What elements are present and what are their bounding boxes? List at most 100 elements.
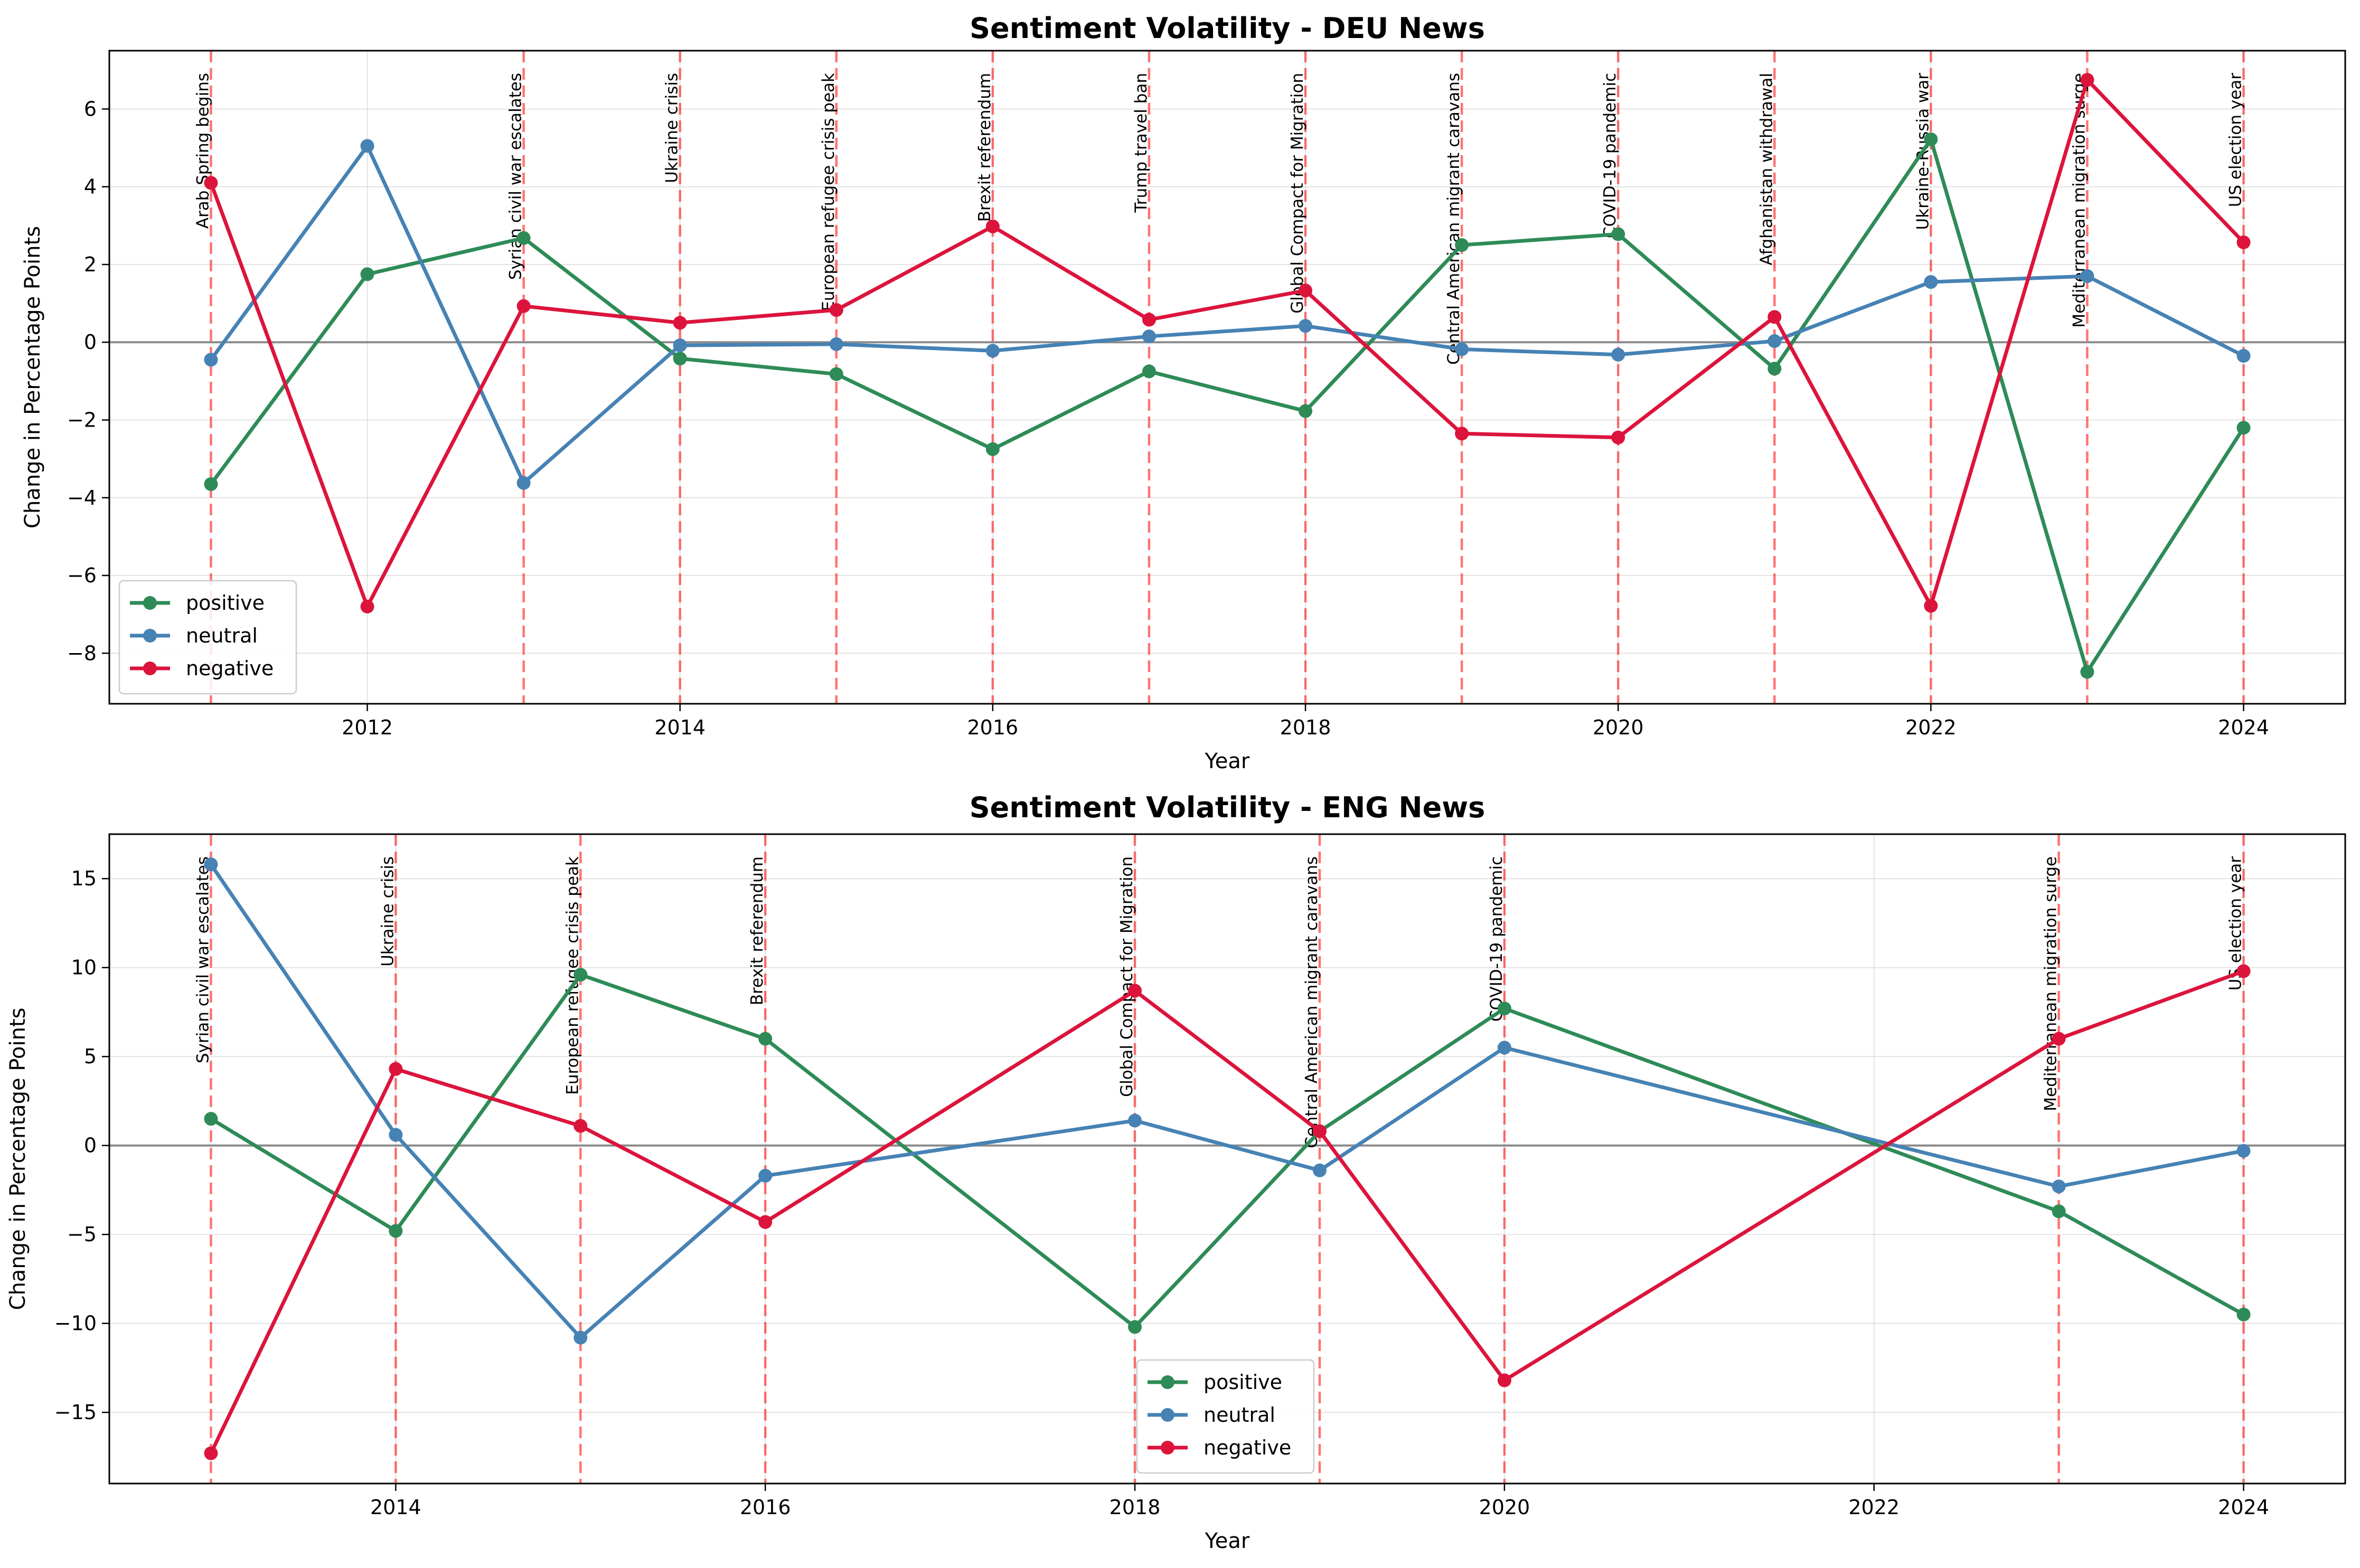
legend-label-negative: negative <box>1203 1436 1291 1459</box>
series-line-neutral <box>209 863 2244 1340</box>
legend-label-positive: positive <box>186 591 265 615</box>
data-point-neutral <box>516 476 531 490</box>
data-point-negative <box>1142 313 1156 327</box>
event-label: COVID-19 pandemic <box>1487 856 1506 1022</box>
data-point-neutral <box>389 1128 403 1142</box>
event-label: Syrian civil war escalates <box>193 856 212 1063</box>
data-point-negative <box>204 176 218 190</box>
x-tick-label: 2014 <box>370 1496 421 1519</box>
data-point-neutral <box>1497 1041 1511 1055</box>
y-tick-label: −2 <box>67 408 97 431</box>
event-label: Global Compact for Migration <box>1117 856 1136 1097</box>
data-point-neutral <box>1299 319 1313 333</box>
data-point-negative <box>573 1119 588 1133</box>
data-point-positive <box>2236 1307 2251 1321</box>
data-point-negative <box>758 1215 773 1229</box>
y-tick-label: 6 <box>84 97 97 120</box>
data-point-positive <box>1611 227 1625 241</box>
data-point-negative <box>673 316 687 330</box>
data-point-neutral <box>1455 342 1469 356</box>
event-label: US election year <box>2226 73 2245 207</box>
series-line-negative <box>209 78 2245 609</box>
data-point-negative <box>985 219 1000 233</box>
data-point-negative <box>1299 284 1313 298</box>
data-point-positive <box>1128 1320 1142 1334</box>
x-tick-label: 2014 <box>654 716 706 739</box>
data-point-neutral <box>1128 1113 1142 1128</box>
chart-deu: Arab Spring begins Syrian civil war escal… <box>21 12 2346 773</box>
legend: positive neutral negative <box>1136 1359 1315 1474</box>
x-tick-label: 2024 <box>2218 716 2269 739</box>
x-tick-label: 2018 <box>1280 716 1331 739</box>
data-point-negative <box>2236 235 2251 250</box>
data-point-positive <box>1497 1002 1511 1016</box>
chart-title: Sentiment Volatility - DEU News <box>970 12 1485 45</box>
data-point-positive <box>2080 665 2094 679</box>
y-tick-label: −4 <box>67 486 97 509</box>
event-label: Mediterranean migration surge <box>2042 856 2061 1111</box>
y-tick-label: 10 <box>71 956 97 979</box>
data-point-positive <box>1455 238 1469 252</box>
data-point-positive <box>573 968 588 982</box>
y-tick-label: 0 <box>84 1134 97 1157</box>
legend-marker-negative <box>143 662 157 675</box>
data-point-negative <box>1455 427 1469 441</box>
x-tick-label: 2012 <box>342 716 393 739</box>
data-point-positive <box>2052 1204 2066 1218</box>
data-point-positive <box>516 231 531 245</box>
data-point-negative <box>1767 310 1782 324</box>
data-point-neutral <box>2236 1144 2251 1158</box>
event-label: Afghanistan withdrawal <box>1757 73 1776 266</box>
x-tick-label: 2022 <box>1905 716 1957 739</box>
chart-title: Sentiment Volatility - ENG News <box>970 791 1485 824</box>
legend-marker-positive <box>1161 1375 1174 1389</box>
x-tick-label: 2016 <box>967 716 1019 739</box>
legend-marker-negative <box>1161 1441 1174 1454</box>
data-point-neutral <box>2080 269 2094 284</box>
data-point-neutral <box>360 139 374 153</box>
data-point-neutral <box>673 338 687 353</box>
y-tick-label: −8 <box>67 641 97 665</box>
event-label: European refugee crisis peak <box>819 73 838 311</box>
series-line-positive <box>210 972 2245 1329</box>
data-point-negative <box>516 299 531 313</box>
event-label: Mediterranean migration surge <box>2070 73 2089 328</box>
y-tick-label: −15 <box>54 1401 97 1424</box>
event-label: Central American migrant caravans <box>1302 856 1321 1148</box>
data-point-negative <box>1924 599 1938 613</box>
data-point-negative <box>1128 984 1142 998</box>
legend-label-positive: positive <box>1203 1371 1282 1394</box>
data-point-negative <box>1312 1124 1327 1138</box>
data-point-negative <box>829 303 843 317</box>
y-axis-label: Change in Percentage Points <box>21 226 45 528</box>
data-point-positive <box>758 1032 773 1046</box>
data-point-neutral <box>1924 275 1938 289</box>
legend-box <box>1136 1359 1315 1474</box>
legend: positive neutral negative <box>118 580 297 695</box>
event-label: Brexit referendum <box>975 73 994 222</box>
data-point-positive <box>389 1224 403 1238</box>
y-tick-label: 4 <box>84 175 97 199</box>
event-label: Syrian civil war escalates <box>506 73 525 280</box>
event-label: Central American migrant caravans <box>1444 73 1463 365</box>
plot-frame <box>108 50 2346 705</box>
legend-label-neutral: neutral <box>186 624 258 647</box>
data-point-neutral <box>1767 334 1782 348</box>
series-line-neutral <box>209 144 2245 485</box>
data-point-neutral <box>985 344 1000 358</box>
x-tick-label: 2020 <box>1479 1496 1530 1519</box>
event-label: Ukraine crisis <box>378 856 397 967</box>
data-point-negative <box>2052 1032 2066 1046</box>
y-tick-label: −10 <box>54 1312 97 1335</box>
data-point-negative <box>204 1446 218 1460</box>
data-point-negative <box>389 1062 403 1076</box>
data-point-positive <box>1924 132 1938 146</box>
event-label: Global Compact for Migration <box>1288 73 1307 314</box>
data-point-positive <box>1299 404 1313 418</box>
legend-box <box>118 580 297 695</box>
event-label: Trump travel ban <box>1132 73 1151 213</box>
legend-label-negative: negative <box>186 657 274 680</box>
data-point-positive <box>673 352 687 366</box>
data-point-positive <box>985 442 1000 456</box>
